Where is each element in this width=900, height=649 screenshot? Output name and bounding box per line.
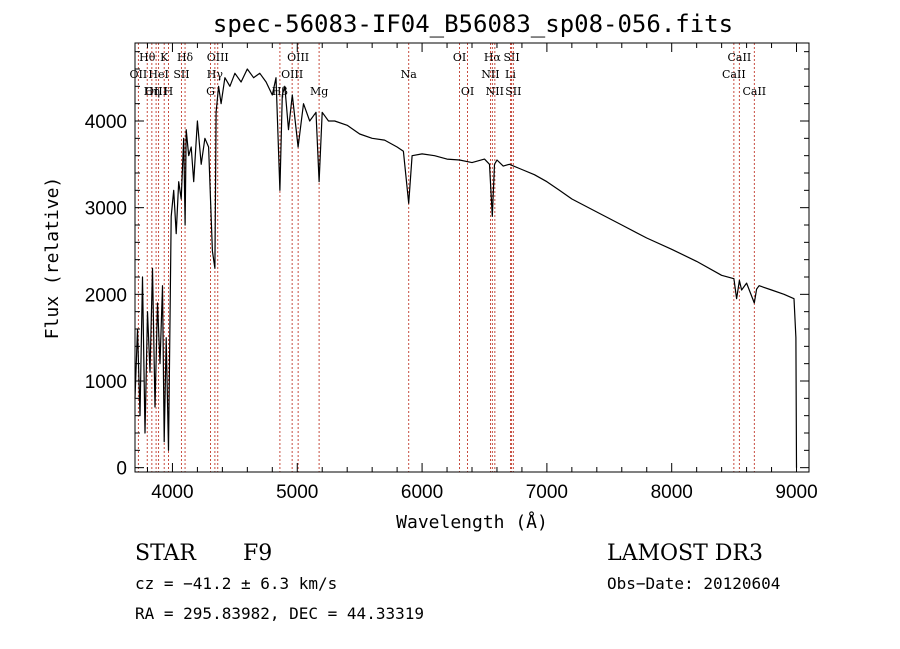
sky-coordinates: RA = 295.83982, DEC = 44.33319 — [135, 604, 424, 623]
line-marker-label: OII — [130, 68, 148, 81]
x-tick-label: 9000 — [775, 482, 817, 503]
line-marker-label: SII — [173, 68, 189, 81]
line-marker-label: K — [160, 51, 169, 64]
y-tick-label: 4000 — [85, 112, 127, 133]
line-marker-label: SII — [503, 51, 519, 64]
y-axis-label: Flux (relative) — [42, 177, 63, 340]
chart-title: spec-56083-IF04_B56083_sp08-056.fits — [213, 10, 733, 38]
line-marker-label: SII — [505, 85, 521, 98]
observation-date: Obs−Date: 20120604 — [607, 574, 780, 593]
line-marker-label: OIII — [281, 68, 303, 81]
y-tick-label: 3000 — [85, 199, 127, 220]
line-marker-label: Hγ — [207, 68, 224, 81]
line-marker-label: Hδ — [177, 51, 194, 64]
line-marker-label: H — [164, 85, 174, 98]
x-tick-label: 7000 — [526, 482, 568, 503]
line-marker-label: OIII — [287, 51, 309, 64]
line-marker-label: Hα — [484, 51, 502, 64]
y-tick-label: 2000 — [85, 285, 127, 306]
line-marker-label: CaII — [728, 51, 752, 64]
line-marker-label: G — [206, 85, 215, 98]
line-marker-label: Li — [505, 68, 516, 81]
line-marker-label: Hθ — [139, 51, 156, 64]
line-marker-label: Mg — [310, 85, 328, 98]
x-tick-label: 5000 — [276, 482, 318, 503]
line-marker-label: OIII — [145, 85, 167, 98]
survey-name: LAMOST DR3 — [607, 541, 763, 566]
x-tick-label: 6000 — [401, 482, 443, 503]
line-marker-label: OI — [453, 51, 466, 64]
x-axis-label: Wavelength (Å) — [396, 511, 548, 533]
redshift-velocity: cz = −41.2 ± 6.3 km/s — [135, 574, 337, 593]
line-marker-label: Hη — [144, 85, 160, 98]
spectrum-series-line — [134, 68, 798, 468]
object-subclass: F9 — [243, 541, 272, 566]
y-tick-label: 0 — [116, 459, 127, 480]
line-marker-label: OI — [461, 85, 474, 98]
y-tick-label: 1000 — [85, 372, 127, 393]
plot-frame — [134, 42, 810, 473]
line-marker-label: NII — [481, 68, 499, 81]
line-marker-label: CaII — [742, 85, 766, 98]
line-marker-label: OIII — [207, 51, 229, 64]
x-tick-label: 4000 — [151, 482, 193, 503]
object-class: STAR — [135, 541, 197, 566]
line-marker-label: CaII — [722, 68, 746, 81]
x-tick-label: 8000 — [651, 482, 693, 503]
line-marker-label: Na — [401, 68, 418, 81]
line-marker-label: NII — [486, 85, 504, 98]
line-marker-label: HeI — [148, 68, 168, 81]
axis-ticks: 4000 5000 6000 7000 8000 9000 0 1000 2000 3000 400… — [85, 43, 818, 503]
